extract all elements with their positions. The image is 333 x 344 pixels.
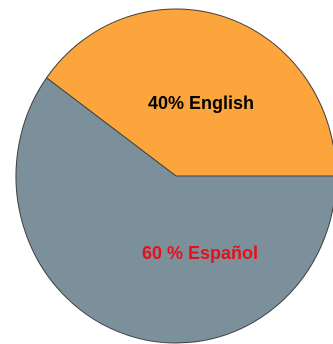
pie-slices xyxy=(15,8,333,344)
slice-label-espanol: 60 % Español xyxy=(142,243,258,263)
slice-label-english: 40% English xyxy=(148,93,254,113)
pie-slice-espanol xyxy=(15,77,333,344)
pie-slice-english xyxy=(45,8,333,177)
